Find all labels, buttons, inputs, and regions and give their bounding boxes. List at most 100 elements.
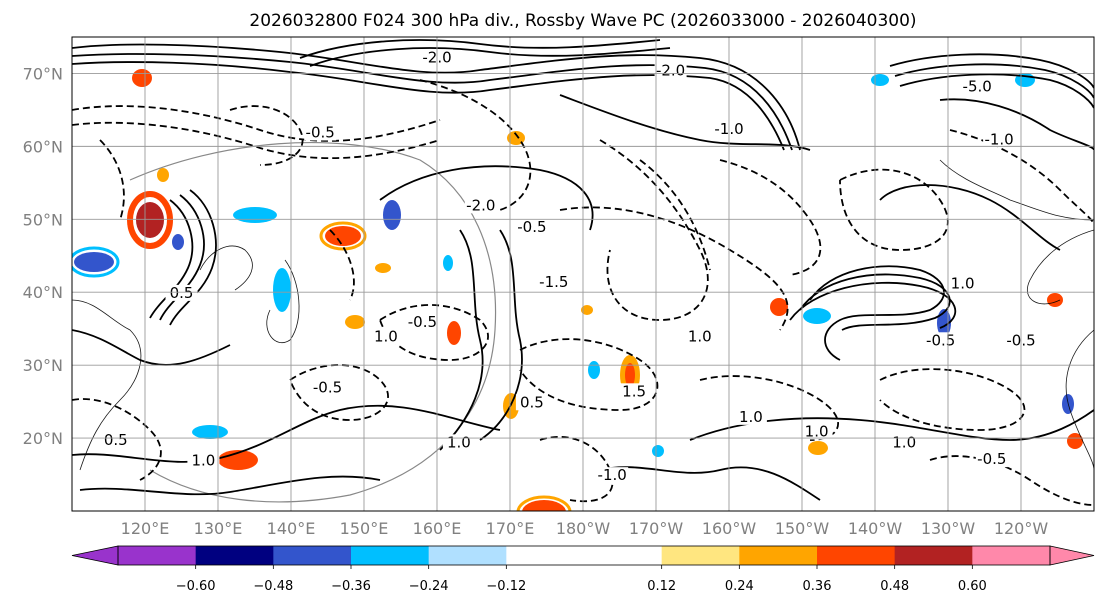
contour-label: -1.0 bbox=[984, 131, 1013, 149]
colorbar-segment bbox=[273, 546, 352, 565]
colorbar-tick-label: 0.12 bbox=[647, 579, 676, 594]
contour-label: 0.5 bbox=[520, 393, 544, 411]
latitude-axis: 20°N 30°N 40°N 50°N 60°N 70°N bbox=[23, 64, 63, 448]
contour-label: 1.0 bbox=[447, 433, 471, 451]
dashed-contours bbox=[72, 79, 1094, 506]
lat-tick-label: 20°N bbox=[23, 429, 63, 448]
contour-labels: 0.5 1.0 1.0 1.0 1.0 1.0 1.0 1.0 -0.5 -0.5 -0.5 -0.5… bbox=[99, 48, 1037, 484]
shade-patch bbox=[803, 308, 831, 324]
shade-patch bbox=[127, 191, 173, 249]
shade-patch bbox=[871, 74, 889, 86]
contour-label-bg bbox=[734, 408, 767, 425]
contour-label-bg bbox=[537, 273, 570, 290]
shade-patch bbox=[375, 263, 391, 273]
contour-label-bg bbox=[961, 78, 994, 95]
colorbar-tick-label: −0.36 bbox=[331, 579, 371, 594]
lon-tick-label: 130°W bbox=[921, 519, 976, 538]
lon-tick-label: 150°E bbox=[340, 519, 389, 538]
lat-tick-label: 50°N bbox=[23, 210, 63, 229]
contour-label: 1.0 bbox=[739, 408, 763, 426]
contour-label-bg bbox=[515, 219, 548, 236]
contour-label: 1.0 bbox=[374, 328, 398, 346]
colorbar-extend-max bbox=[1049, 545, 1095, 566]
chart-title: 2026032800 F024 300 hPa div., Rossby Wav… bbox=[249, 11, 916, 31]
colorbar-tick-label: −0.12 bbox=[486, 579, 526, 594]
contour-label-bg bbox=[406, 314, 439, 331]
contour-label: -1.0 bbox=[598, 466, 627, 484]
map-panel[interactable]: 0.5 1.0 1.0 1.0 1.0 1.0 1.0 1.0 -0.5 -0.5 -0.5 -0.5… bbox=[70, 36, 1095, 527]
contour-label: -0.5 bbox=[517, 218, 546, 236]
colorbar-tick-label: 0.60 bbox=[958, 579, 987, 594]
lon-tick-label: 180°W bbox=[556, 519, 611, 538]
lon-tick-label: 160°W bbox=[702, 519, 757, 538]
contour-label-bg bbox=[311, 379, 344, 396]
contour-label: 0.5 bbox=[104, 431, 128, 449]
longitude-axis: 120°E 130°E 140°E 150°E 160°E 170°E 180°W 170°W… bbox=[121, 519, 1049, 538]
contour-label: 1.5 bbox=[622, 382, 646, 400]
lon-tick-label: 160°E bbox=[413, 519, 462, 538]
colorbar-segment bbox=[195, 546, 274, 565]
lon-tick-label: 170°E bbox=[486, 519, 535, 538]
colorbar-segment bbox=[118, 546, 197, 565]
colorbar-tick-label: −0.60 bbox=[176, 579, 216, 594]
contour-label: 0.5 bbox=[170, 284, 194, 302]
colorbar-tick-label: 0.48 bbox=[880, 579, 909, 594]
lon-tick-label: 140°W bbox=[848, 519, 903, 538]
contour-label-bg bbox=[683, 328, 716, 345]
shade-patch bbox=[192, 425, 228, 439]
contour-label-bg bbox=[596, 467, 629, 484]
shade-patch bbox=[516, 495, 572, 511]
shade-patch bbox=[172, 234, 184, 250]
shade-patch bbox=[325, 226, 361, 246]
lon-tick-label: 120°W bbox=[994, 519, 1049, 538]
shade-patch bbox=[132, 69, 152, 87]
contour-label: 1.0 bbox=[805, 422, 829, 440]
lat-tick-label: 70°N bbox=[23, 64, 63, 83]
contour-label-bg bbox=[975, 451, 1008, 468]
contour-label: -0.5 bbox=[408, 313, 437, 331]
map-frame bbox=[71, 36, 1095, 512]
lon-tick-label: 150°W bbox=[775, 519, 830, 538]
lon-tick-label: 130°E bbox=[194, 519, 243, 538]
contour-label: -1.5 bbox=[539, 273, 568, 291]
colorbar-tick-label: 0.36 bbox=[803, 579, 832, 594]
contour-label-bg bbox=[618, 383, 651, 400]
shade-patch bbox=[770, 298, 788, 316]
shade-patch bbox=[74, 252, 114, 272]
contour-label: 1.0 bbox=[892, 433, 916, 451]
contour-label-bg bbox=[369, 328, 402, 345]
shade-patch bbox=[581, 305, 593, 315]
shade-patch bbox=[319, 221, 367, 251]
shade-patch bbox=[273, 268, 291, 312]
contour-label: 1.0 bbox=[688, 328, 712, 346]
shade-patch bbox=[1047, 293, 1063, 307]
contour-label-bg bbox=[304, 124, 337, 141]
lon-tick-label: 120°E bbox=[121, 519, 170, 538]
colorbar-segment bbox=[739, 546, 818, 565]
contour-label-bg bbox=[187, 452, 220, 469]
shade-patch bbox=[443, 255, 453, 271]
contour-label-bg bbox=[464, 197, 497, 214]
colorbar-extend-min bbox=[71, 545, 119, 566]
shade-patch bbox=[1067, 433, 1083, 449]
coastlines bbox=[72, 159, 1094, 471]
contour-label: -0.5 bbox=[313, 379, 342, 397]
projection-ring bbox=[129, 141, 497, 503]
colorbar-segment bbox=[661, 546, 740, 565]
contour-label: -0.5 bbox=[977, 450, 1006, 468]
shade-patch bbox=[447, 321, 461, 345]
shade-patch bbox=[588, 361, 600, 379]
contour-label-bg bbox=[515, 394, 548, 411]
shade-patch bbox=[72, 246, 120, 278]
shade-patch bbox=[652, 445, 664, 457]
graticule-grid bbox=[72, 37, 1094, 511]
colorbar-segment bbox=[817, 546, 896, 565]
contour-label-bg bbox=[924, 332, 957, 349]
contour-label: -2.0 bbox=[656, 61, 685, 79]
colorbar: −0.60 −0.48 −0.36 −0.24 −0.12 0.12 0.24 0.36 0.4… bbox=[71, 545, 1095, 594]
colorbar-segment bbox=[428, 546, 507, 565]
contour-label-bg bbox=[983, 131, 1016, 148]
shade-patch bbox=[625, 363, 635, 387]
contour-label-bg bbox=[165, 284, 198, 301]
